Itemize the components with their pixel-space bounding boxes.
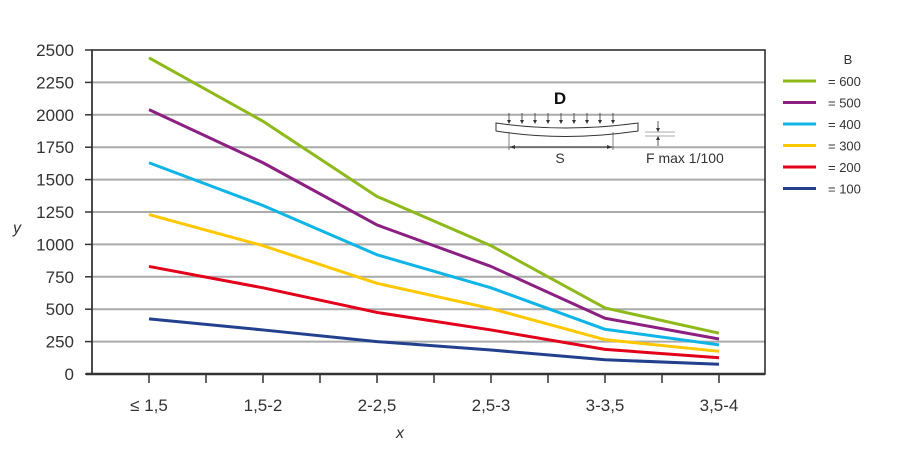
y-tick-label: 750 bbox=[46, 268, 74, 287]
load-arrowhead bbox=[546, 120, 550, 124]
y-tick-label: 2500 bbox=[36, 41, 74, 60]
y-axis-ticks: 0 250 500 750 1000 1250 1500 1750 2000 2250 2500 bbox=[36, 41, 92, 384]
load-arrows bbox=[507, 113, 615, 124]
load-arrowhead bbox=[533, 120, 537, 124]
legend-label: = 400 bbox=[828, 117, 861, 132]
deflection-arrowhead-top bbox=[656, 128, 660, 132]
gridlines bbox=[92, 81, 765, 343]
load-arrowhead bbox=[572, 120, 576, 124]
span-arrow-right bbox=[607, 145, 612, 149]
x-axis-label: x bbox=[395, 425, 405, 442]
legend-items: = 600 = 500 = 400 = 300 = 200 = 100 bbox=[783, 74, 861, 197]
y-tick-label: 1500 bbox=[36, 171, 74, 190]
deflection-label: F max 1/100 bbox=[646, 150, 724, 166]
legend-label: = 500 bbox=[828, 96, 861, 111]
load-arrowhead bbox=[611, 120, 615, 124]
load-arrowhead bbox=[520, 120, 524, 124]
x-tick-label: ≤ 1,5 bbox=[130, 396, 168, 415]
load-arrowhead bbox=[507, 120, 511, 124]
beam-shape bbox=[495, 122, 639, 137]
x-tick-label: 3-3,5 bbox=[586, 396, 625, 415]
deflection-arrowhead-bottom bbox=[656, 136, 660, 140]
legend-label: = 200 bbox=[828, 160, 861, 175]
series-line-0 bbox=[148, 56, 720, 335]
x-tick-label: 2-2,5 bbox=[358, 396, 397, 415]
legend: B = 600 = 500 = 400 = 300 = 200 = 100 bbox=[783, 52, 861, 197]
legend-label: = 100 bbox=[828, 182, 861, 197]
y-tick-label: 2250 bbox=[36, 73, 74, 92]
beam-diagram-title: D bbox=[554, 89, 566, 108]
y-tick-label: 1000 bbox=[36, 235, 74, 254]
span-label: S bbox=[555, 150, 564, 166]
series-line-3 bbox=[148, 213, 720, 353]
load-arrowhead bbox=[559, 120, 563, 124]
y-tick-label: 2000 bbox=[36, 106, 74, 125]
series-lines bbox=[148, 56, 720, 366]
y-tick-label: 1250 bbox=[36, 203, 74, 222]
legend-label: = 300 bbox=[828, 139, 861, 154]
span-arrow-left bbox=[510, 145, 515, 149]
x-tick-label: 3,5-4 bbox=[700, 396, 739, 415]
y-tick-label: 500 bbox=[46, 300, 74, 319]
y-tick-label: 1750 bbox=[36, 138, 74, 157]
load-arrowhead bbox=[598, 120, 602, 124]
y-tick-label: 250 bbox=[46, 333, 74, 352]
series-line-4 bbox=[148, 264, 720, 360]
x-axis-ticks: ≤ 1,5 1,5-2 2-2,5 2,5-3 3-3,5 3,5-4 bbox=[130, 374, 738, 415]
series-line-2 bbox=[148, 161, 720, 347]
legend-label: = 600 bbox=[828, 74, 861, 89]
x-tick-label: 1,5-2 bbox=[244, 396, 283, 415]
series-line-1 bbox=[148, 108, 720, 341]
legend-title: B bbox=[844, 52, 853, 67]
x-tick-label: 2,5-3 bbox=[472, 396, 511, 415]
load-arrowhead bbox=[585, 120, 589, 124]
series-line-5 bbox=[148, 317, 720, 366]
beam-diagram: D S F max 1/100 bbox=[495, 89, 724, 166]
y-tick-label: 0 bbox=[65, 365, 74, 384]
y-axis-label: y bbox=[12, 220, 22, 237]
